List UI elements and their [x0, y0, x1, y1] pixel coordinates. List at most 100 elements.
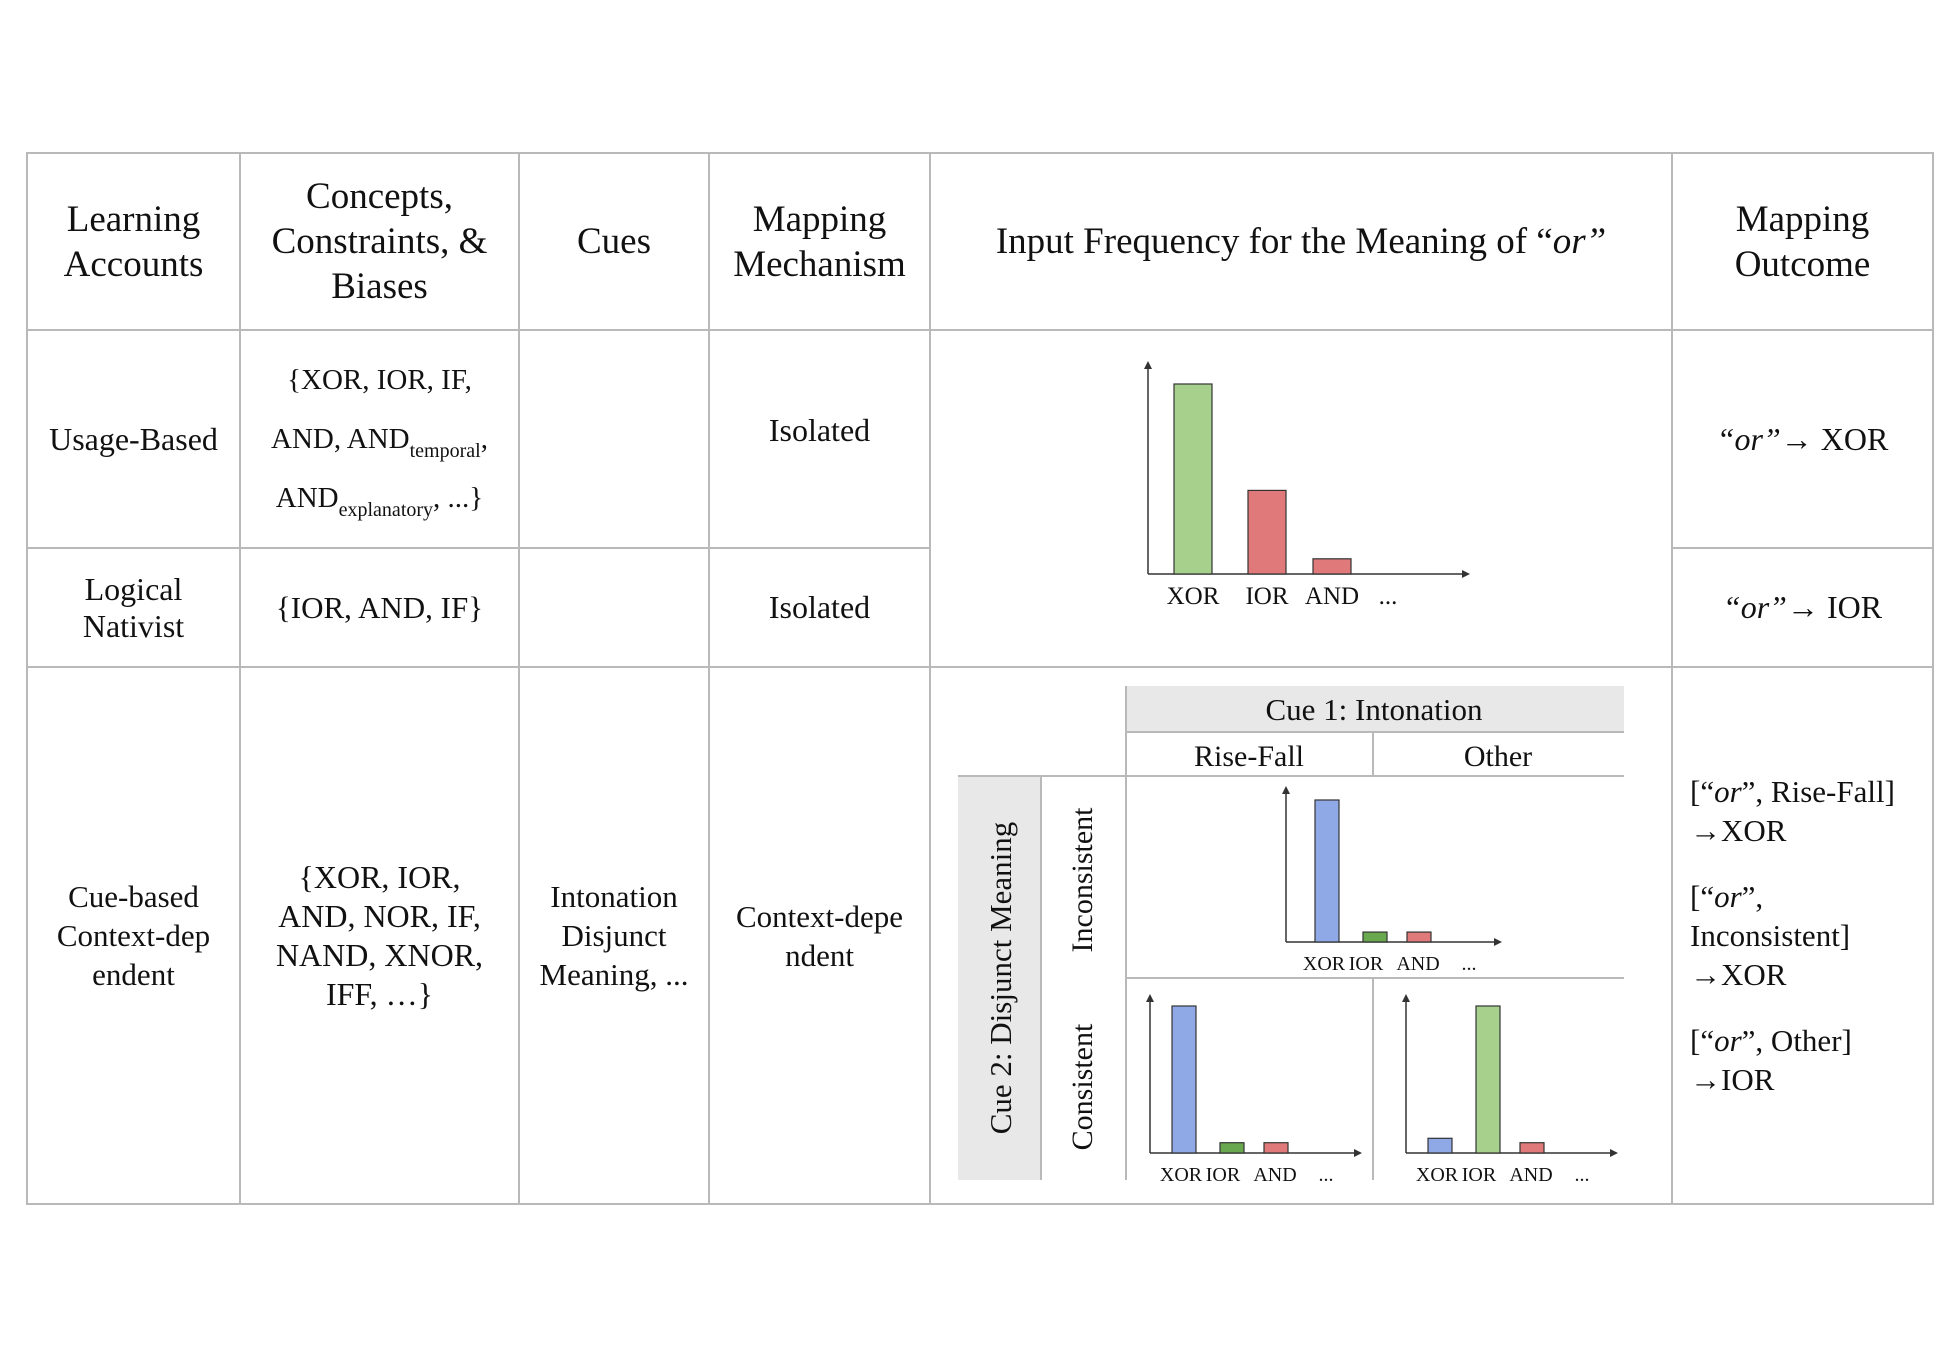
bar-and — [1263, 1142, 1289, 1154]
outcome-or: or — [1714, 774, 1742, 809]
usage-based-concepts-line3: ANDexplanatory, ...} — [271, 469, 488, 528]
outcome-post: ”, Other] — [1741, 1023, 1852, 1058]
bar-xor — [1173, 383, 1213, 575]
tick-label: ... — [1379, 583, 1398, 610]
tick-label: IOR — [1245, 583, 1288, 610]
concepts-line3-sub: explanatory — [338, 498, 434, 521]
tick-label: XOR — [1303, 953, 1346, 975]
bar-ior — [1362, 931, 1388, 943]
x-axis-arrow-icon — [1610, 1149, 1618, 1157]
header-mapping-outcome-label: Mapping Outcome — [1734, 198, 1871, 285]
header-cues-label: Cues — [577, 221, 651, 262]
bar-xor — [1427, 1137, 1453, 1154]
tick-label: IOR — [1349, 953, 1384, 975]
concepts-line3-post: , ...} — [433, 481, 484, 514]
outcome-item-inconsistent-result: →XOR — [1690, 957, 1787, 992]
outcome-post: ”, Rise-Fall] — [1741, 774, 1895, 809]
bar-xor — [1171, 1005, 1197, 1154]
tick-label: XOR — [1160, 1164, 1203, 1186]
outcome-pre: [“ — [1690, 879, 1715, 914]
logical-nativist-outcome: “or”→ IOR — [1672, 548, 1933, 667]
concepts-line3-pre: AND — [275, 481, 339, 514]
concepts-line2-pre: AND, AND — [271, 422, 410, 455]
tick-label: AND — [1305, 583, 1359, 610]
y-axis-arrow-icon — [1144, 361, 1152, 369]
outcome-item-rise-fall: [“or”, Rise-Fall] →XOR — [1690, 772, 1895, 850]
tick-label: XOR — [1416, 1164, 1459, 1186]
outcome-item-inconsistent: [“or”, Inconsistent] →XOR — [1690, 877, 1890, 994]
header-input-frequency-prefix: Input Frequency for the Meaning of “ — [995, 221, 1553, 262]
usage-based-concepts-line2: AND, ANDtemporal, — [271, 410, 488, 469]
header-mapping-outcome: Mapping Outcome — [1672, 153, 1933, 330]
bar-xor — [1314, 799, 1340, 943]
header-learning-accounts: Learning Accounts — [27, 153, 240, 330]
tick-label: ... — [1575, 1164, 1590, 1186]
usage-based-outcome-label: “or”→ XOR — [1717, 420, 1889, 459]
x-axis-arrow-icon — [1354, 1149, 1362, 1157]
header-input-frequency-or: or” — [1552, 221, 1607, 262]
usage-based-outcome: “or”→ XOR — [1672, 330, 1933, 548]
logical-nativist-concepts-label: {IOR, AND, IF} — [275, 590, 484, 625]
outcome-item-other-rule: [“or”, Other] — [1690, 1021, 1895, 1060]
cue-based-concepts: {XOR, IOR, AND, NOR, IF, NAND, XNOR, IFF… — [240, 667, 519, 1204]
y-axis-arrow-icon — [1282, 786, 1290, 794]
usage-based-concepts-text: {XOR, IOR, IF, AND, ANDtemporal, ANDexpl… — [271, 351, 488, 528]
logical-nativist-concepts: {IOR, AND, IF} — [240, 548, 519, 667]
cue-based-account-label: Cue-based Context-dep endent — [56, 879, 211, 992]
header-mapping-mechanism-label: Mapping Mechanism — [733, 198, 906, 285]
tick-label: IOR — [1206, 1164, 1241, 1186]
outcome-or: or — [1714, 1023, 1742, 1058]
usage-based-account: Usage-Based — [27, 330, 240, 548]
logical-nativist-account-label: Logical Nativist — [82, 570, 185, 644]
usage-based-account-label: Usage-Based — [49, 420, 218, 457]
tick-label: IOR — [1462, 1164, 1497, 1186]
usage-based-concepts: {XOR, IOR, IF, AND, ANDtemporal, ANDexpl… — [240, 330, 519, 548]
cue-based-mechanism: Context-depe ndent — [709, 667, 930, 1204]
logical-nativist-mechanism: Isolated — [709, 548, 930, 667]
bar-ior — [1475, 1005, 1501, 1154]
header-input-frequency-label: Input Frequency for the Meaning of “or” — [996, 219, 1606, 264]
bar-ior — [1247, 489, 1287, 575]
tick-label: AND — [1509, 1164, 1552, 1186]
outcome-item-other-result: →IOR — [1690, 1062, 1775, 1097]
outcome-pre: [“ — [1690, 1023, 1715, 1058]
header-mapping-mechanism: Mapping Mechanism — [709, 153, 930, 330]
outcome-item-rise-fall-result: →XOR — [1690, 813, 1787, 848]
bar-ior — [1219, 1142, 1245, 1154]
outcome-post: ”, Inconsistent] — [1690, 879, 1851, 953]
cue-based-outcome-list: [“or”, Rise-Fall] →XOR [“or”, Inconsiste… — [1690, 772, 1895, 1099]
usage-based-outcome-or: “or” — [1716, 420, 1781, 457]
logical-nativist-outcome-or: “or” — [1722, 589, 1787, 625]
tick-label: ... — [1319, 1164, 1334, 1186]
header-cues: Cues — [519, 153, 709, 330]
logical-nativist-account: Logical Nativist — [27, 548, 240, 667]
usage-based-concepts-line1: {XOR, IOR, IF, — [287, 363, 472, 396]
bar-and — [1312, 558, 1352, 575]
outcome-item-inconsistent-rule: [“or”, Inconsistent] — [1690, 877, 1890, 955]
outcome-pre: [“ — [1690, 774, 1715, 809]
x-axis-arrow-icon — [1494, 938, 1502, 946]
tick-label: XOR — [1167, 583, 1220, 610]
logical-nativist-cues — [519, 548, 709, 667]
tick-label: ... — [1462, 953, 1477, 975]
cue-based-cues-label: Intonation Disjunct Meaning, ... — [539, 879, 689, 992]
cue-based-outcome: [“or”, Rise-Fall] →XOR [“or”, Inconsiste… — [1672, 667, 1933, 1204]
logical-nativist-mechanism-label: Isolated — [768, 589, 871, 625]
bar-chart-other-consistent: XOR IOR AND... — [1402, 994, 1618, 1186]
bar-chart-rise-fall-inconsistent: XOR IOR AND... — [1282, 786, 1502, 975]
usage-based-outcome-result: → XOR — [1780, 420, 1889, 457]
logical-nativist-outcome-result: → IOR — [1786, 589, 1883, 625]
x-axis-arrow-icon — [1462, 570, 1470, 578]
concepts-line2-post: , — [480, 422, 488, 455]
logical-nativist-outcome-label: “or”→ IOR — [1723, 588, 1882, 627]
bar-and — [1406, 931, 1432, 943]
cue-based-cues: Intonation Disjunct Meaning, ... — [519, 667, 709, 1204]
header-learning-accounts-label: Learning Accounts — [63, 198, 204, 285]
usage-based-cues — [519, 330, 709, 548]
y-axis-arrow-icon — [1146, 994, 1154, 1002]
tick-label: AND — [1253, 1164, 1296, 1186]
bar-chart-usage-logical: XOR IOR AND... — [1144, 361, 1470, 610]
cue-based-concepts-label: {XOR, IOR, AND, NOR, IF, NAND, XNOR, IFF… — [275, 858, 484, 1012]
bar-and — [1519, 1142, 1545, 1154]
